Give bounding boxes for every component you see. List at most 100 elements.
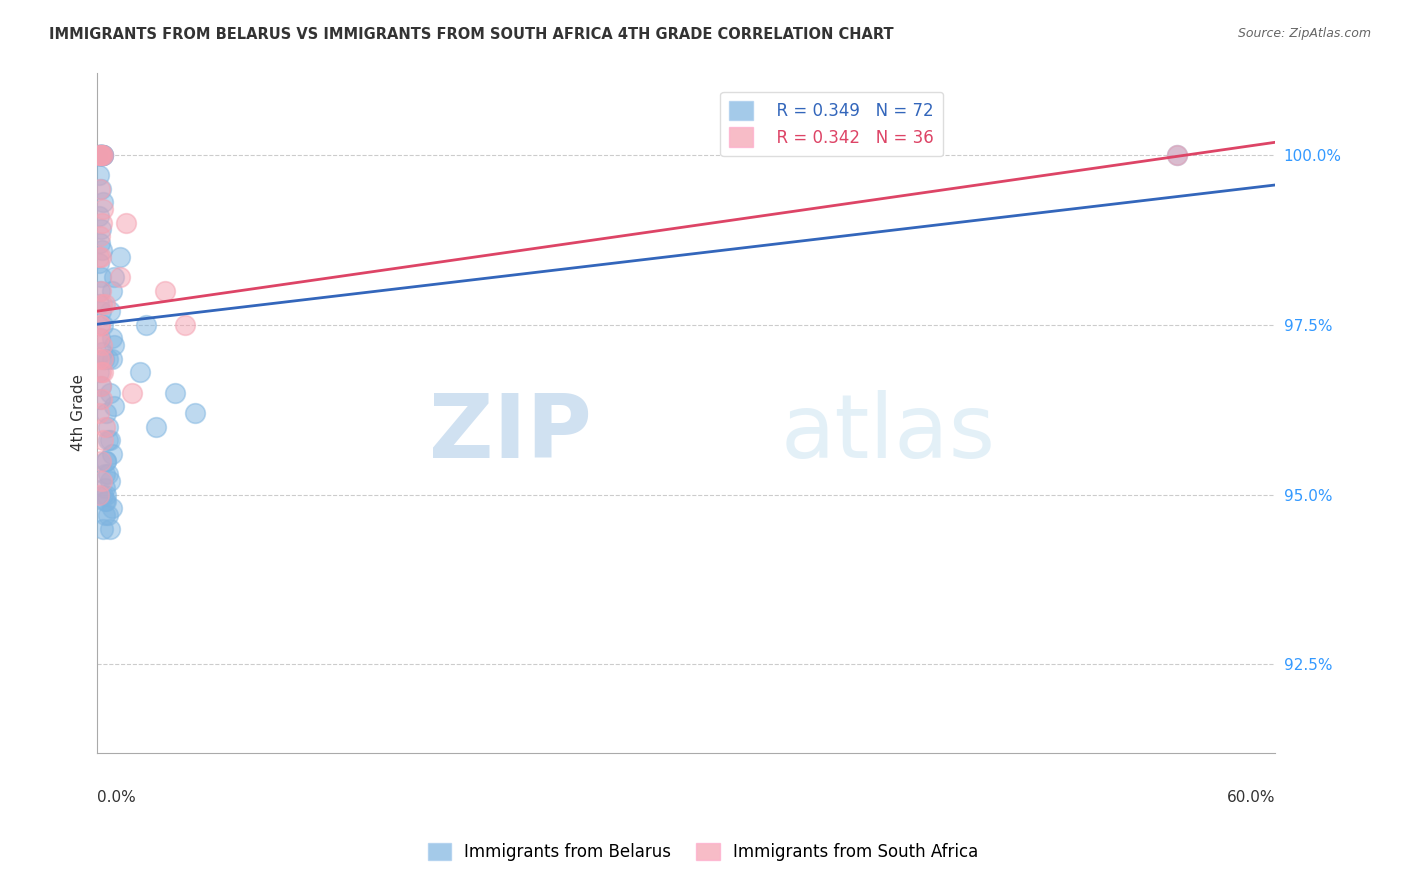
- Point: [91, 351, 114, 366]
- Point: [97, 508, 120, 522]
- Point: [87, 168, 110, 182]
- Point: [91, 202, 114, 216]
- Point: [100, 521, 122, 535]
- Point: [1166, 147, 1188, 161]
- Text: ZIP: ZIP: [429, 390, 592, 477]
- Point: [110, 269, 132, 284]
- Point: [90, 181, 112, 195]
- Point: [90, 250, 112, 264]
- Point: [87, 147, 110, 161]
- Point: [90, 378, 112, 392]
- Text: 60.0%: 60.0%: [1227, 790, 1275, 805]
- Point: [93, 419, 115, 434]
- Point: [91, 147, 114, 161]
- Point: [93, 481, 115, 495]
- Point: [101, 447, 124, 461]
- Point: [103, 399, 125, 413]
- Point: [90, 297, 112, 311]
- Legend:   R = 0.349   N = 72,   R = 0.342   N = 36: R = 0.349 N = 72, R = 0.342 N = 36: [720, 92, 943, 156]
- Legend: Immigrants from Belarus, Immigrants from South Africa: Immigrants from Belarus, Immigrants from…: [420, 836, 986, 868]
- Point: [91, 147, 114, 161]
- Point: [100, 304, 122, 318]
- Point: [96, 494, 118, 508]
- Point: [90, 216, 112, 230]
- Point: [87, 331, 110, 345]
- Point: [101, 331, 124, 345]
- Point: [128, 365, 150, 379]
- Point: [89, 392, 111, 407]
- Point: [90, 338, 112, 352]
- Point: [155, 284, 177, 298]
- Point: [90, 147, 112, 161]
- Point: [87, 209, 110, 223]
- Point: [87, 351, 110, 366]
- Point: [91, 433, 114, 447]
- Point: [93, 351, 115, 366]
- Point: [115, 216, 138, 230]
- Point: [165, 385, 187, 400]
- Point: [89, 318, 111, 332]
- Point: [90, 222, 112, 236]
- Point: [103, 338, 125, 352]
- Point: [89, 147, 111, 161]
- Point: [89, 147, 111, 161]
- Point: [90, 284, 112, 298]
- Point: [89, 181, 111, 195]
- Point: [93, 297, 115, 311]
- Point: [91, 195, 114, 210]
- Point: [101, 501, 124, 516]
- Text: Source: ZipAtlas.com: Source: ZipAtlas.com: [1237, 27, 1371, 40]
- Point: [87, 487, 110, 501]
- Point: [90, 147, 112, 161]
- Point: [87, 365, 110, 379]
- Point: [87, 250, 110, 264]
- Point: [184, 406, 207, 420]
- Point: [101, 284, 124, 298]
- Point: [89, 331, 111, 345]
- Point: [96, 453, 118, 467]
- Point: [90, 269, 112, 284]
- Point: [90, 147, 112, 161]
- Text: 0.0%: 0.0%: [97, 790, 135, 805]
- Point: [100, 474, 122, 488]
- Point: [89, 147, 111, 161]
- Point: [87, 147, 110, 161]
- Point: [91, 147, 114, 161]
- Point: [174, 318, 197, 332]
- Point: [87, 147, 110, 161]
- Point: [89, 318, 111, 332]
- Point: [97, 419, 120, 434]
- Point: [87, 297, 110, 311]
- Point: [90, 304, 112, 318]
- Point: [135, 318, 157, 332]
- Point: [90, 243, 112, 257]
- Point: [87, 147, 110, 161]
- Point: [90, 392, 112, 407]
- Point: [96, 453, 118, 467]
- Point: [93, 467, 115, 482]
- Point: [90, 147, 112, 161]
- Point: [89, 235, 111, 250]
- Point: [110, 250, 132, 264]
- Point: [97, 351, 120, 366]
- Point: [90, 378, 112, 392]
- Point: [91, 521, 114, 535]
- Point: [101, 351, 124, 366]
- Point: [91, 318, 114, 332]
- Point: [87, 256, 110, 270]
- Point: [90, 147, 112, 161]
- Point: [90, 365, 112, 379]
- Point: [90, 147, 112, 161]
- Point: [90, 147, 112, 161]
- Point: [89, 147, 111, 161]
- Point: [89, 229, 111, 244]
- Point: [90, 474, 112, 488]
- Point: [121, 385, 143, 400]
- Point: [145, 419, 167, 434]
- Point: [93, 508, 115, 522]
- Point: [90, 147, 112, 161]
- Point: [90, 453, 112, 467]
- Point: [89, 147, 111, 161]
- Point: [96, 487, 118, 501]
- Point: [96, 406, 118, 420]
